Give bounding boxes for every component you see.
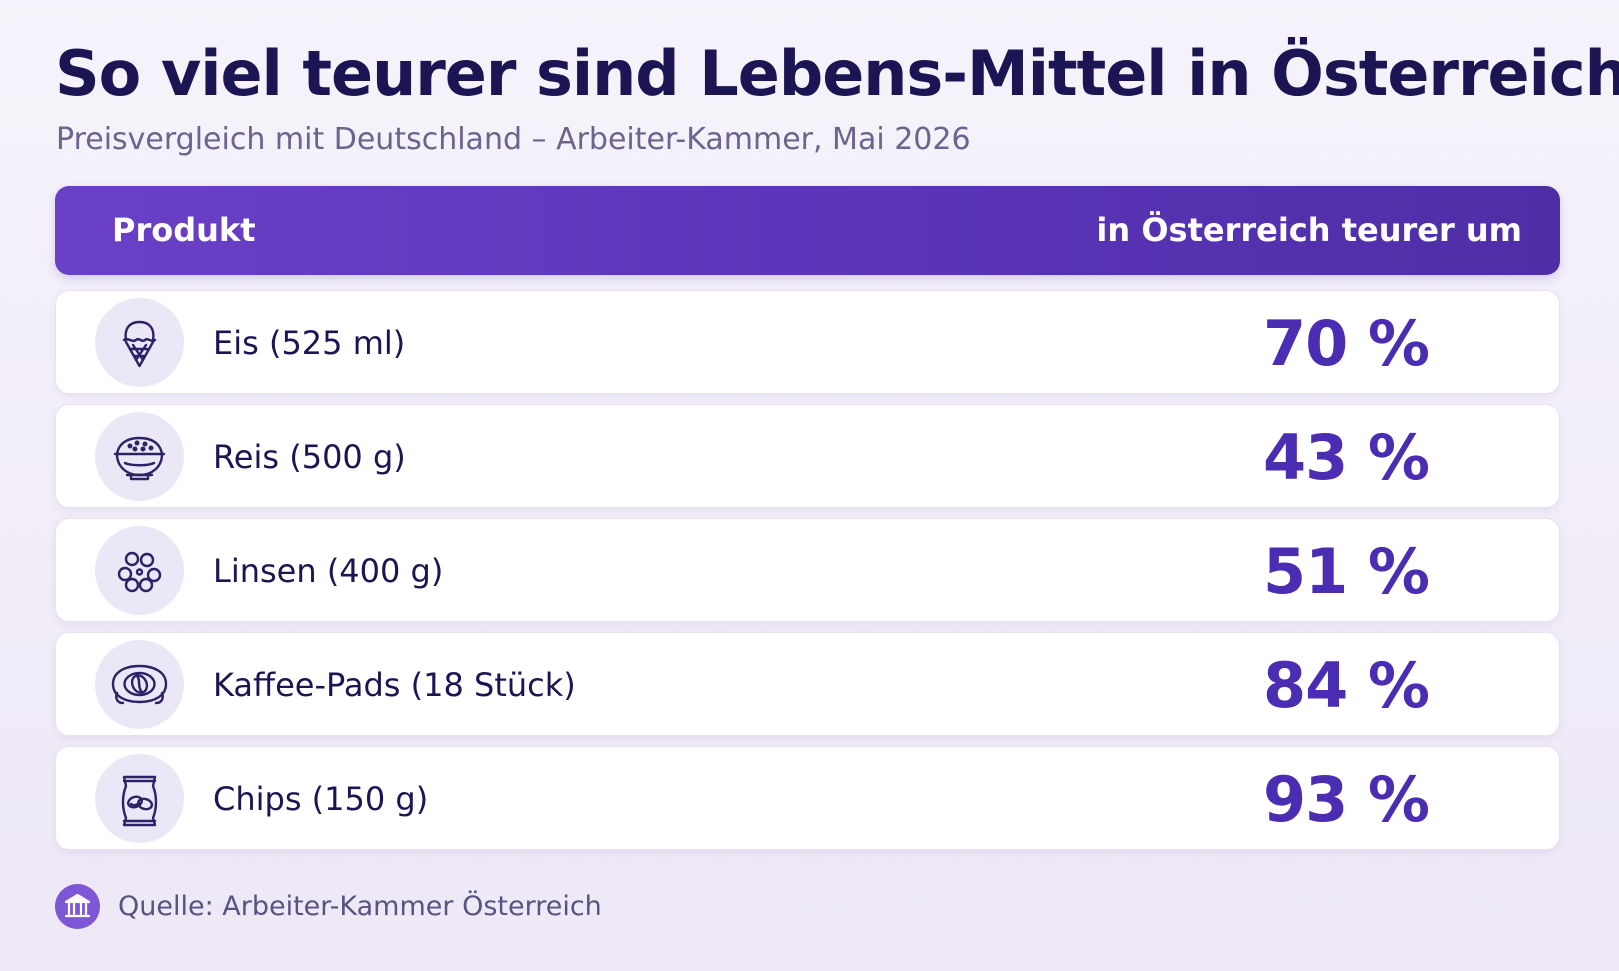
chips-bag-icon — [95, 754, 184, 843]
percent-value: 43 % — [1263, 421, 1430, 494]
column-header-product: Produkt — [112, 211, 256, 249]
coffee-pad-icon — [95, 640, 184, 729]
page-title: So viel teurer sind Lebens-Mittel in Öst… — [55, 37, 1619, 110]
institution-icon — [55, 884, 100, 929]
percent-value: 70 % — [1263, 307, 1430, 380]
product-label: Reis (500 g) — [213, 438, 406, 476]
table-row: Eis (525 ml) 70 % — [55, 290, 1560, 394]
product-label: Eis (525 ml) — [213, 324, 406, 362]
column-header-value: in Österreich teurer um — [1096, 211, 1522, 249]
page-subtitle: Preisvergleich mit Deutschland – Arbeite… — [56, 122, 971, 157]
percent-value: 84 % — [1263, 649, 1430, 722]
table-row: Chips (150 g) 93 % — [55, 746, 1560, 850]
percent-value: 51 % — [1263, 535, 1430, 608]
page: So viel teurer sind Lebens-Mittel in Öst… — [55, 0, 1619, 971]
ice-cream-icon — [95, 298, 184, 387]
table-row: Linsen (400 g) 51 % — [55, 518, 1560, 622]
product-label: Chips (150 g) — [213, 780, 429, 818]
product-label: Kaffee-Pads (18 Stück) — [213, 666, 576, 704]
lentils-icon — [95, 526, 184, 615]
table-header: Produkt in Österreich teurer um — [55, 186, 1560, 275]
table-row: Kaffee-Pads (18 Stück) 84 % — [55, 632, 1560, 736]
percent-value: 93 % — [1263, 763, 1430, 836]
rice-bowl-icon — [95, 412, 184, 501]
product-label: Linsen (400 g) — [213, 552, 444, 590]
table-row: Reis (500 g) 43 % — [55, 404, 1560, 508]
source-text: Quelle: Arbeiter-Kammer Österreich — [118, 891, 602, 922]
